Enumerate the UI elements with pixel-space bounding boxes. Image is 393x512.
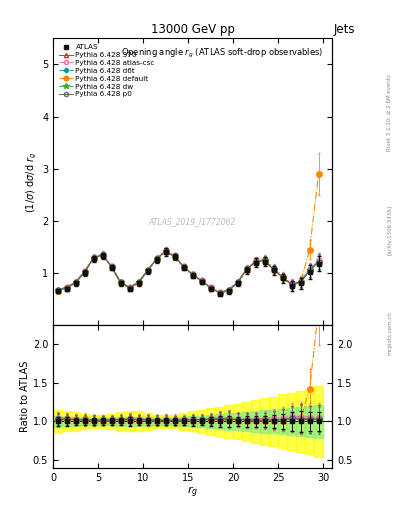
Text: Rivet 3.1.10; ≥ 2.6M events: Rivet 3.1.10; ≥ 2.6M events — [387, 74, 392, 151]
Text: Opening angle $r_{g}$ (ATLAS soft-drop observables): Opening angle $r_{g}$ (ATLAS soft-drop o… — [121, 47, 324, 60]
Text: ATLAS_2019_I1772062: ATLAS_2019_I1772062 — [149, 218, 236, 226]
X-axis label: $r_{g}$: $r_{g}$ — [187, 485, 198, 500]
Text: mcplots.cern.ch: mcplots.cern.ch — [387, 311, 392, 355]
Legend: ATLAS, Pythia 6.428 370, Pythia 6.428 atlas-csc, Pythia 6.428 d6t, Pythia 6.428 : ATLAS, Pythia 6.428 370, Pythia 6.428 at… — [57, 42, 157, 99]
Text: Jets: Jets — [334, 23, 356, 36]
Text: [arXiv:1306.3436]: [arXiv:1306.3436] — [387, 205, 392, 255]
Y-axis label: $(1/\sigma)\ \mathsf{d}\sigma/\mathsf{d}\ r_{g}$: $(1/\sigma)\ \mathsf{d}\sigma/\mathsf{d}… — [25, 151, 39, 212]
Text: 13000 GeV pp: 13000 GeV pp — [151, 23, 235, 36]
Y-axis label: Ratio to ATLAS: Ratio to ATLAS — [20, 361, 30, 433]
